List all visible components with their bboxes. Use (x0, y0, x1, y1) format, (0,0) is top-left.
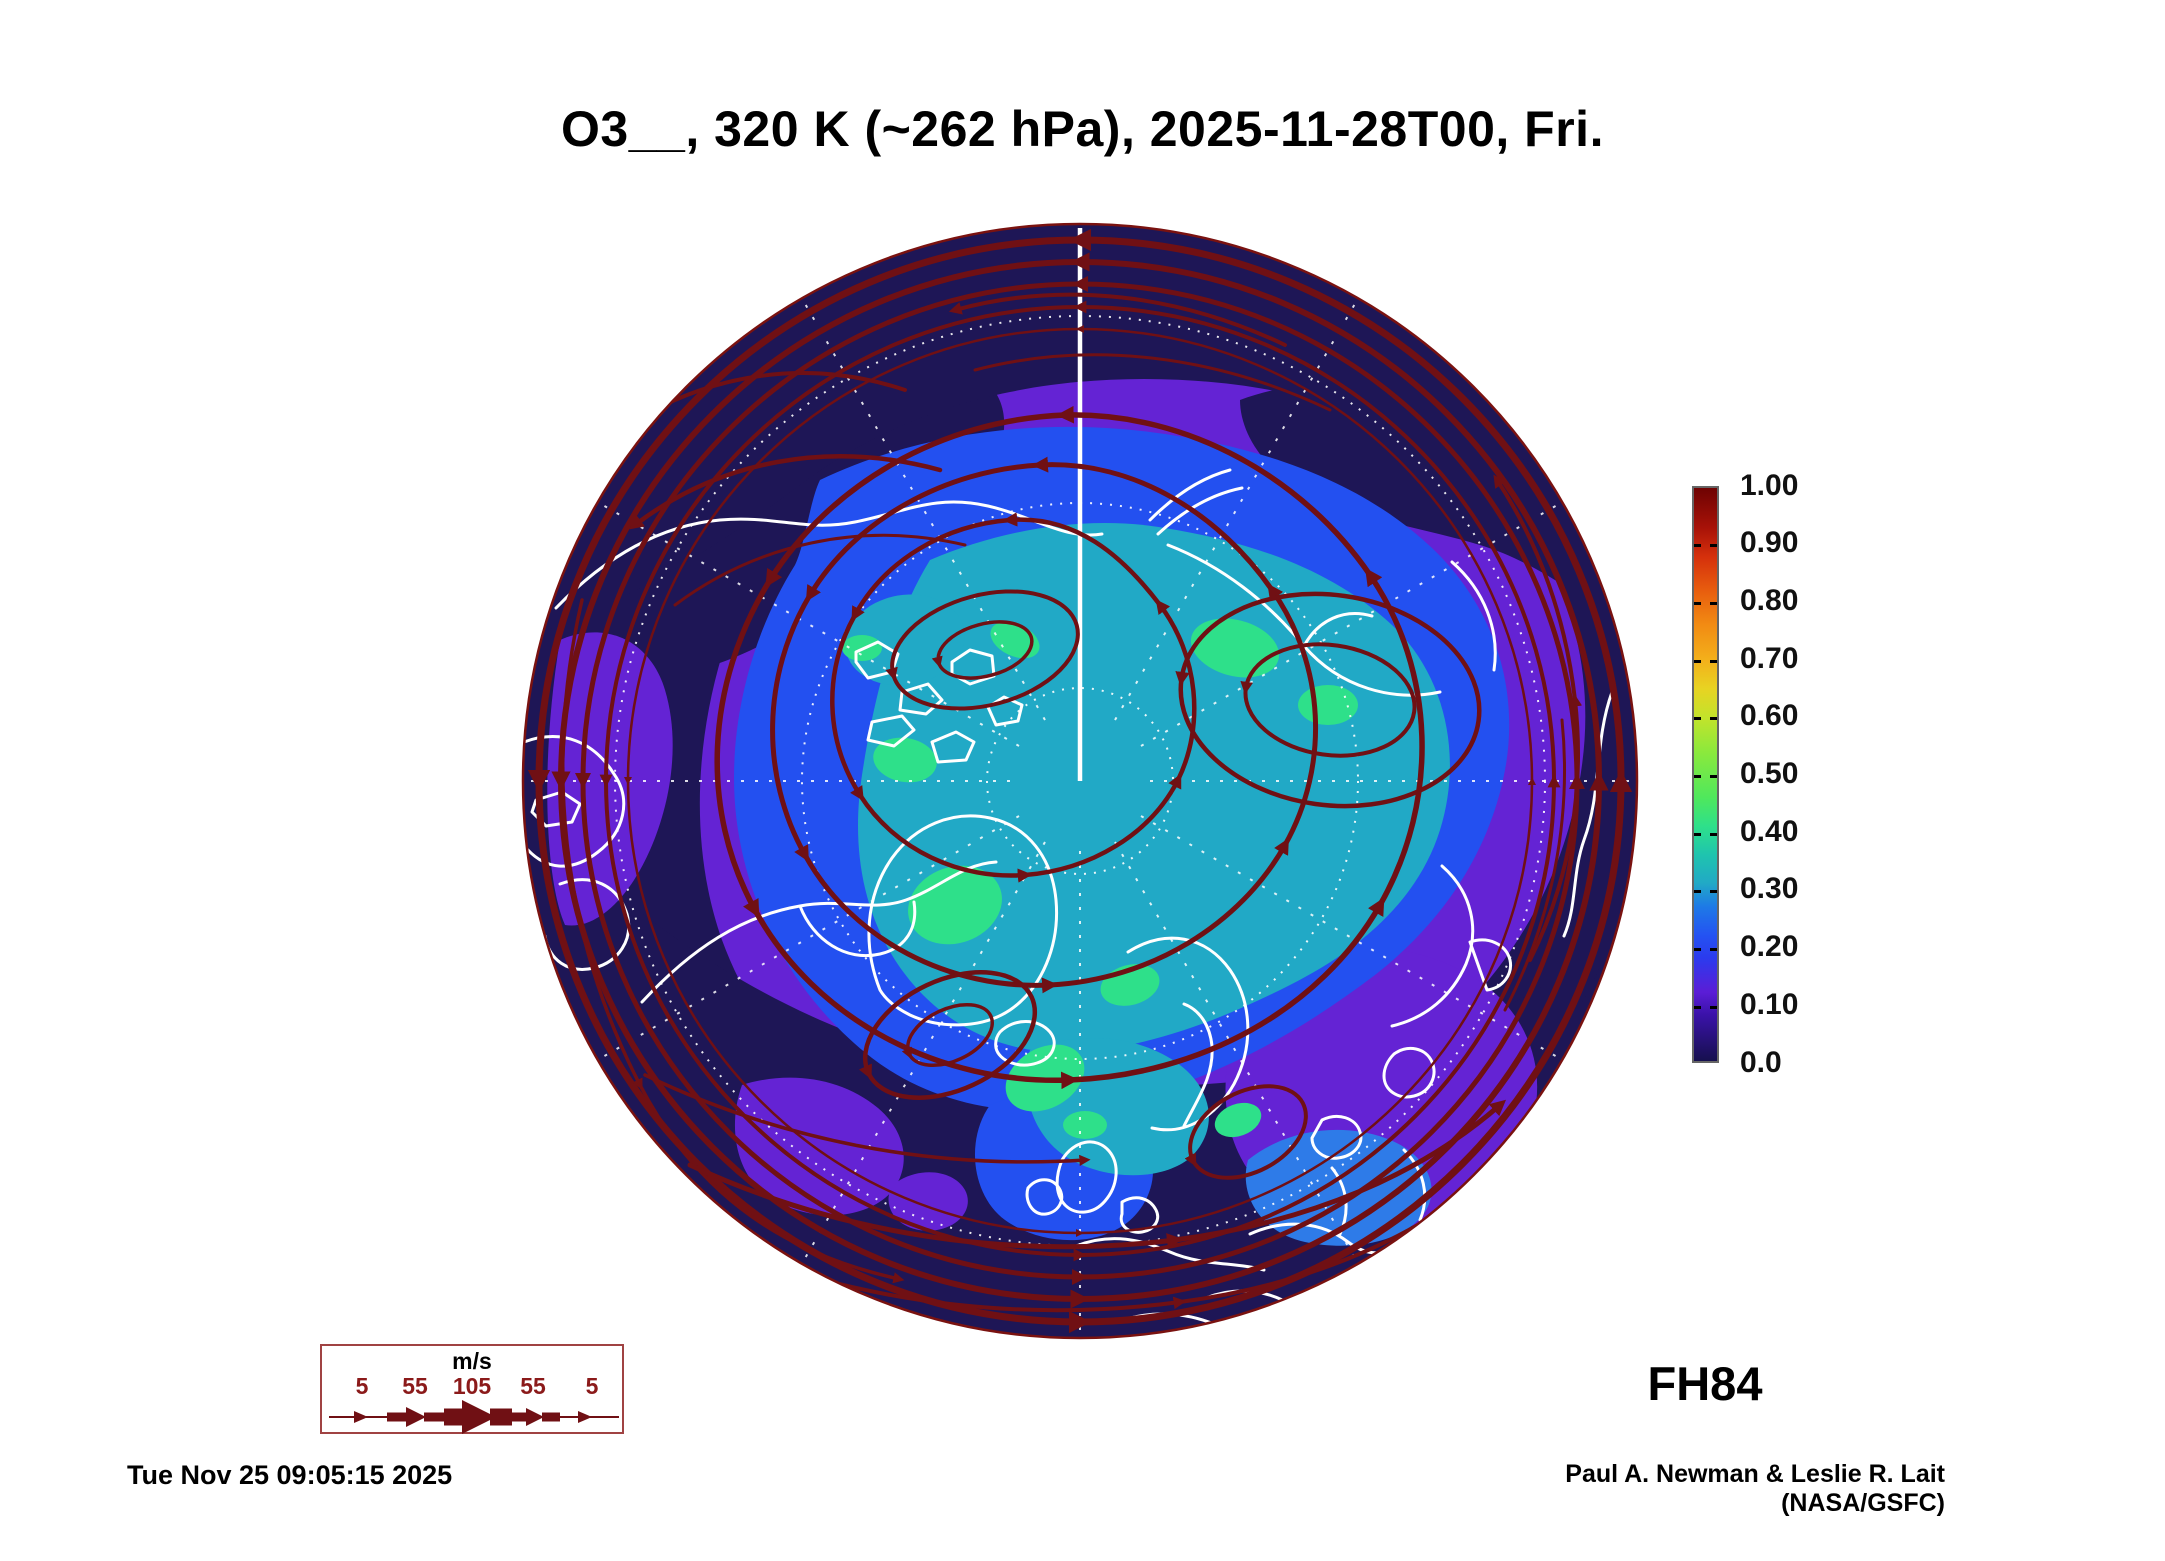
colorbar-labels: 1.00 0.90 0.80 0.70 0.60 0.50 0.40 0.30 … (1740, 470, 1860, 1079)
coastline-europe (1074, 1196, 1266, 1272)
streamlines-layer (539, 240, 1625, 1322)
coastline-east-asia (1390, 864, 1513, 1028)
map-rim (521, 222, 1639, 1340)
colorbar-tick-label: 0.40 (1740, 815, 1799, 848)
streamline-loop-middle (770, 462, 1319, 986)
credit-line: Paul A. Newman & Leslie R. Lait (NASA/GS… (1565, 1460, 1945, 1517)
streamline-nw-2 (629, 454, 943, 530)
colorbar (1692, 486, 1719, 1063)
wind-speed-legend: m/s 5 55 105 55 5 (320, 1344, 624, 1434)
streamline-loop-outer (714, 412, 1425, 1080)
streamline-south-3 (643, 1073, 1091, 1166)
colorbar-tick-label: 0.90 (1740, 526, 1799, 559)
colorbar-tick-label: 0.20 (1740, 930, 1799, 963)
streamline-rim-1 (539, 240, 1625, 1322)
streamline-loop-inner (830, 517, 1197, 876)
colorbar-tick-label: 0.60 (1740, 699, 1799, 732)
forecast-hour-label: FH84 (1647, 1357, 1763, 1410)
colorbar-tick-label: 0.70 (1740, 642, 1799, 675)
streamline-south-1 (687, 1099, 1507, 1250)
coastline-pacific-rim (1562, 690, 1614, 938)
streamline-east-1 (1493, 474, 1583, 962)
wind-speed-tick: 5 (585, 1373, 599, 1399)
wind-speed-tick: 55 (402, 1373, 428, 1399)
page-title: O3__, 320 K (~262 hPa), 2025-11-28T00, F… (561, 101, 1604, 157)
streamline-top-2 (973, 353, 1332, 412)
streamline-vortex-atlantic (858, 970, 1038, 1100)
colorbar-tick-label: 0.30 (1740, 872, 1799, 905)
colorbar-tick-label: 0.80 (1740, 584, 1799, 617)
streamline-south-2 (743, 1183, 1480, 1313)
streamline-east-2 (1503, 718, 1567, 1012)
streamline-nw-3 (673, 533, 967, 607)
colorbar-tick-label: 0.50 (1740, 757, 1799, 790)
wind-unit-label: m/s (452, 1348, 492, 1374)
wind-scale-arrow (329, 1400, 619, 1434)
streamline-loop-siberia (1175, 591, 1482, 809)
colorbar-tick-label: 0.0 (1740, 1046, 1782, 1079)
streamline-vortex-arctic (885, 589, 1080, 711)
colorbar-tick-label: 0.10 (1740, 988, 1799, 1021)
generation-timestamp: Tue Nov 25 09:05:15 2025 (127, 1460, 453, 1490)
coastline-novaya-zemlya (1148, 468, 1244, 536)
colorbar-tick-label: 1.00 (1740, 469, 1799, 502)
wind-speed-tick: 55 (520, 1373, 546, 1399)
wind-speed-tick: 5 (355, 1373, 369, 1399)
streamline-left-arc (561, 598, 905, 1284)
wind-speed-tick: 105 (452, 1373, 492, 1399)
streamline-top-1 (948, 292, 1287, 347)
